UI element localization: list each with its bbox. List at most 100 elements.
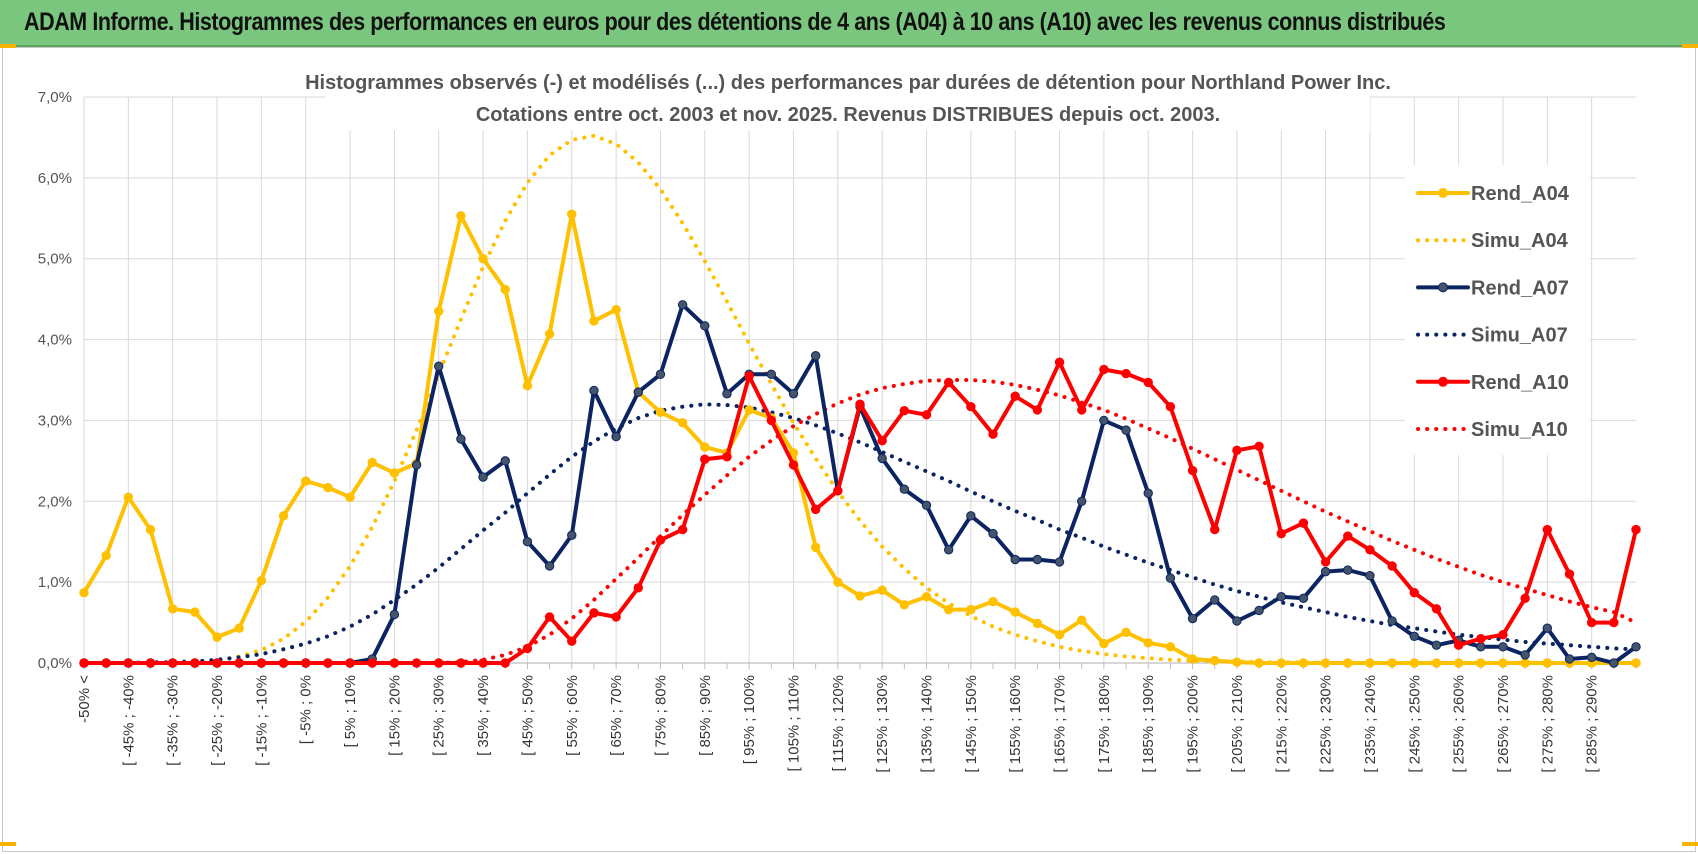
- data-point: [1032, 554, 1043, 565]
- data-point: [389, 609, 400, 620]
- data-point: [589, 385, 599, 396]
- data-point: [1498, 658, 1508, 668]
- x-tick-label: [ 125% ; 130%: [874, 675, 891, 773]
- legend: Rend_A04 Simu_A04 Rend_A07 Simu_A07 Rend_A10…: [1405, 165, 1590, 455]
- data-point: [1609, 617, 1619, 628]
- data-point: [1165, 642, 1176, 652]
- data-point: [1453, 640, 1464, 650]
- data-point: [1409, 631, 1419, 642]
- x-tick-label: [ 255% ; 260%: [1451, 675, 1468, 773]
- x-tick-label: [ -45% ; -40%: [120, 675, 137, 766]
- data-point: [1077, 615, 1087, 625]
- data-point: [1542, 524, 1553, 535]
- data-point: [921, 591, 932, 602]
- data-point: [167, 658, 178, 668]
- chart-title-line1: Histogrammes observés (-) et modélisés (…: [305, 72, 1391, 94]
- data-point: [434, 306, 444, 316]
- data-point: [522, 643, 533, 654]
- data-point: [1254, 441, 1264, 452]
- data-point: [899, 484, 910, 494]
- corner-mark-tl: [0, 44, 16, 48]
- data-point: [677, 300, 688, 310]
- data-point: [1409, 658, 1419, 668]
- data-point: [788, 389, 799, 399]
- data-point: [456, 658, 466, 668]
- data-point: [677, 524, 688, 535]
- data-point: [1298, 593, 1309, 604]
- data-point: [700, 442, 710, 452]
- x-tick-label: [ 215% ; 220%: [1273, 675, 1290, 773]
- series-line-simu-a04: [82, 133, 1638, 665]
- data-point: [79, 658, 89, 668]
- x-tick-label: [ -25% ; -20%: [209, 675, 226, 766]
- data-point: [323, 658, 333, 668]
- x-tick-label: [ 135% ; 140%: [919, 675, 936, 773]
- data-point: [478, 658, 488, 668]
- x-tick-label: -50% <: [76, 675, 93, 723]
- data-point: [123, 492, 134, 502]
- data-point: [1276, 528, 1286, 539]
- data-point: [1298, 518, 1309, 528]
- data-point: [1476, 658, 1486, 668]
- data-point: [544, 612, 555, 622]
- data-point: [1520, 593, 1530, 604]
- y-tick-label: 1,0%: [38, 574, 72, 591]
- x-tick-label: [ 5% ; 10%: [342, 675, 359, 748]
- data-point: [1121, 627, 1131, 637]
- data-point: [1187, 613, 1198, 624]
- data-point: [1254, 658, 1264, 668]
- data-point: [1210, 524, 1220, 535]
- data-point: [500, 456, 510, 466]
- data-point: [810, 504, 821, 515]
- data-point: [1387, 561, 1397, 571]
- x-tick-label: [ 185% ; 190%: [1140, 675, 1157, 773]
- chart-title-line2: Cotations entre oct. 2003 et nov. 2025. …: [476, 104, 1220, 126]
- data-point: [1077, 496, 1087, 506]
- data-point: [1054, 557, 1065, 567]
- data-point: [1476, 642, 1486, 652]
- legend-marker: [1438, 282, 1448, 293]
- data-point: [1010, 391, 1020, 401]
- report-header: ADAM Informe. Histogrammes des performan…: [0, 0, 1698, 47]
- data-point: [589, 608, 599, 618]
- data-point: [101, 658, 111, 668]
- y-tick-label: 5,0%: [38, 251, 72, 268]
- x-tick-label: [ -15% ; -10%: [253, 675, 270, 766]
- data-point: [1276, 591, 1286, 602]
- y-tick-label: 4,0%: [38, 332, 72, 349]
- data-point: [278, 511, 289, 521]
- data-point: [1520, 658, 1530, 668]
- data-point: [1520, 650, 1530, 660]
- data-point: [1343, 565, 1353, 575]
- data-point: [766, 415, 777, 426]
- data-point: [1631, 642, 1641, 652]
- data-point: [633, 387, 643, 397]
- data-point: [456, 434, 466, 444]
- data-point: [744, 405, 754, 415]
- data-point: [788, 460, 799, 470]
- data-point: [434, 361, 444, 371]
- legend-box: [1405, 165, 1590, 455]
- data-point: [1498, 630, 1508, 640]
- data-point: [1476, 634, 1486, 644]
- x-tick-label: [ 245% ; 250%: [1406, 675, 1423, 773]
- data-point: [988, 596, 998, 607]
- legend-label: Rend_A10: [1471, 372, 1569, 394]
- data-point: [167, 604, 178, 614]
- data-point: [1387, 616, 1397, 626]
- data-point: [567, 636, 577, 646]
- y-tick-label: 6,0%: [38, 170, 72, 187]
- x-tick-label: [ 15% ; 20%: [386, 675, 403, 756]
- data-point: [389, 658, 400, 668]
- data-point: [744, 371, 754, 381]
- chart-frame: [2, 47, 1696, 852]
- data-point: [833, 486, 843, 496]
- y-tick-label: 3,0%: [38, 412, 72, 429]
- data-point: [1210, 655, 1220, 666]
- data-point: [301, 658, 311, 668]
- title-backdrop: [325, 62, 1370, 130]
- data-point: [190, 658, 200, 668]
- data-point: [1586, 617, 1597, 628]
- data-point: [212, 658, 222, 668]
- data-point: [877, 435, 887, 446]
